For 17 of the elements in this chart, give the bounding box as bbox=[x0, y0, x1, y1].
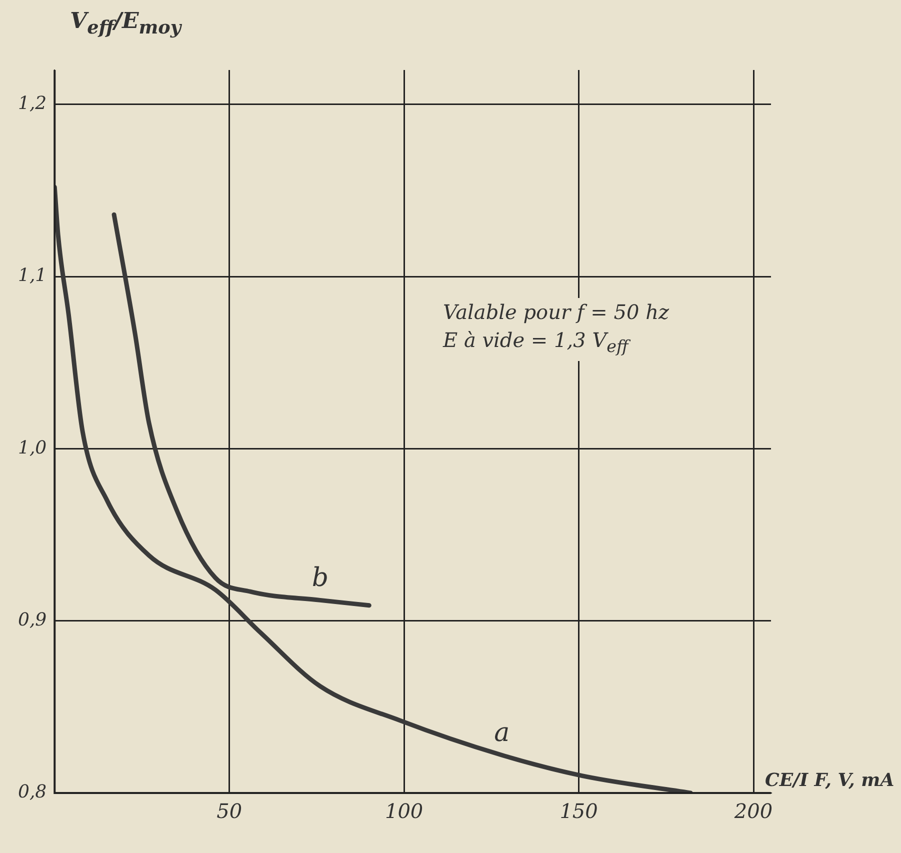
x-tick-label: 100 bbox=[384, 799, 424, 824]
y-tick-label: 0,8 bbox=[18, 782, 47, 803]
x-tick-label: 50 bbox=[216, 799, 242, 824]
y-axis-title: V$_{eff}$/E$_{moy}$ bbox=[70, 8, 181, 38]
x-tick-label: 150 bbox=[560, 799, 598, 824]
y-tick-label: 0,9 bbox=[18, 610, 47, 631]
x-tick-label: 200 bbox=[733, 799, 773, 824]
line-series bbox=[112, 212, 372, 608]
y-tick-label: 1,2 bbox=[18, 93, 47, 114]
annotation: E à vide = 1,3 V$_{eff}$ bbox=[440, 326, 632, 361]
x-axis-title: CE/I F, V, mA bbox=[765, 770, 895, 791]
series-label: b bbox=[312, 563, 329, 594]
series-label: a bbox=[494, 718, 510, 748]
y-tick-label: 1,1 bbox=[18, 265, 47, 286]
y-tick-label: 1,0 bbox=[18, 437, 47, 458]
line-series bbox=[54, 184, 693, 793]
annotation: Valable pour f = 50 hz bbox=[440, 298, 672, 326]
